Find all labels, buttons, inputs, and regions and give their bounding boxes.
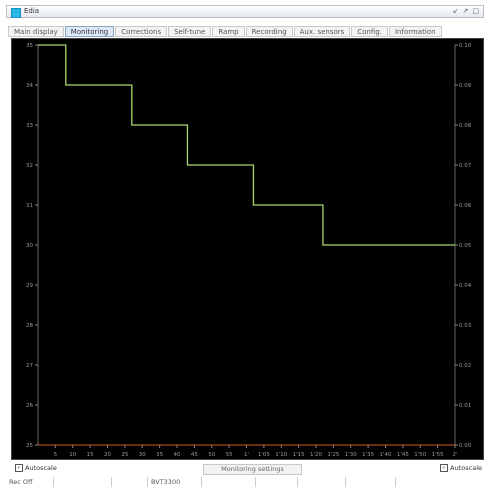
x-axis-label: 1'45: [397, 452, 410, 458]
left-axis-label: 25: [26, 443, 33, 449]
tab-config[interactable]: Config.: [351, 26, 388, 37]
x-axis-label: 5: [54, 452, 58, 458]
tab-bar: Main display Monitoring Corrections Self…: [8, 26, 484, 38]
tab-recording[interactable]: Recording: [245, 26, 293, 37]
right-axis-label: 0.10: [459, 43, 472, 49]
tab-aux-sensors[interactable]: Aux. sensors: [293, 26, 351, 37]
tab-ramp[interactable]: Ramp: [212, 26, 245, 37]
window-title: Edia: [24, 7, 40, 15]
right-axis-label: 0.01: [459, 403, 471, 409]
x-axis-label: 50: [208, 452, 215, 458]
status-cell: [346, 477, 396, 487]
right-axis-label: 0.07: [459, 163, 472, 169]
status-cell: [396, 477, 484, 487]
tab-monitoring[interactable]: Monitoring: [64, 26, 115, 37]
tab-information[interactable]: Information: [388, 26, 442, 37]
x-axis-label: 2': [452, 452, 457, 458]
right-axis-label: 0.04: [459, 283, 472, 289]
monitoring-plot[interactable]: 35 0.10 34 0.09 33 0.08 32 0.07 31 0.06 30 0.05 29 0.…: [11, 38, 484, 460]
app-icon: [11, 8, 21, 18]
monitoring-settings-button[interactable]: Monitoring settings: [203, 464, 302, 475]
left-axis-label: 29: [26, 283, 33, 289]
x-axis-label: 1'25: [327, 452, 340, 458]
left-axis-label: 26: [26, 403, 33, 409]
right-autoscale-checkbox[interactable]: ✓ Autoscale: [440, 464, 482, 472]
window-titlebar: Edia ↙ ↗ □: [6, 5, 484, 18]
right-axis-label: 0.08: [459, 123, 472, 129]
minimize-icon[interactable]: ↙: [452, 7, 459, 15]
x-axis-label: 1'05: [258, 452, 271, 458]
right-axis-label: 0.03: [459, 323, 472, 329]
monitoring-trace: [38, 44, 455, 246]
x-axis-label: 35: [156, 452, 163, 458]
x-axis-label: 1': [244, 452, 249, 458]
left-axis-label: 31: [26, 203, 33, 209]
right-axis-label: 0.05: [459, 243, 472, 249]
right-axis-label: 0.09: [459, 83, 472, 89]
left-autoscale-checkbox[interactable]: ✓ Autoscale: [15, 464, 57, 472]
checkbox-icon: ✓: [440, 464, 449, 472]
window-controls: ↙ ↗ □: [452, 7, 480, 16]
left-axis-label: 30: [26, 243, 33, 249]
x-axis-label: 15: [87, 452, 94, 458]
x-axis-label: 1'15: [293, 452, 306, 458]
x-axis-label: 1'50: [414, 452, 427, 458]
tab-corrections[interactable]: Corrections: [115, 26, 168, 37]
plot-controls: ✓ Autoscale Monitoring settings ✓ Autosc…: [11, 464, 484, 475]
x-axis-label: 45: [191, 452, 198, 458]
left-autoscale-label: Autoscale: [25, 464, 57, 472]
status-cell: [54, 477, 112, 487]
left-axis-label: 34: [26, 83, 33, 89]
right-axis-label: 0.06: [459, 203, 472, 209]
tab-self-tune[interactable]: Self-tune: [168, 26, 212, 37]
status-cell: [202, 477, 256, 487]
x-axis-label: 1'55: [432, 452, 445, 458]
x-axis-label: 10: [69, 452, 76, 458]
left-axis-label: 27: [26, 363, 33, 369]
left-axis-label: 33: [26, 123, 33, 129]
right-autoscale-label: Autoscale: [450, 464, 482, 472]
left-axis-label: 28: [26, 323, 33, 329]
left-axis-label: 35: [26, 43, 33, 49]
left-axis-label: 32: [26, 163, 33, 169]
x-axis-label: 55: [226, 452, 233, 458]
x-axis-label: 1'30: [345, 452, 358, 458]
right-axis-label: 0.00: [459, 443, 472, 449]
right-axis-label: 0.02: [459, 363, 471, 369]
x-axis-label: 20: [104, 452, 111, 458]
status-recording: Rec Off: [6, 477, 54, 487]
status-bar: Rec Off BVT3300: [6, 477, 484, 487]
plot-canvas: 35 0.10 34 0.09 33 0.08 32 0.07 31 0.06 30 0.05 29 0.…: [26, 43, 472, 458]
x-axis-label: 30: [139, 452, 146, 458]
checkbox-icon: ✓: [15, 464, 23, 472]
status-cell: [298, 477, 346, 487]
x-axis-label: 40: [174, 452, 181, 458]
x-axis-label: 1'20: [310, 452, 323, 458]
status-cell: [112, 477, 148, 487]
x-axis-label: 1'35: [362, 452, 375, 458]
x-axis-label: 1'40: [379, 452, 392, 458]
x-axis-label: 25: [121, 452, 128, 458]
status-cell: [256, 477, 298, 487]
status-device: BVT3300: [148, 477, 202, 487]
maximize-icon[interactable]: ↗: [462, 7, 469, 15]
tab-main-display[interactable]: Main display: [8, 26, 64, 37]
close-icon[interactable]: □: [472, 7, 479, 15]
x-axis-label: 1'10: [275, 452, 288, 458]
